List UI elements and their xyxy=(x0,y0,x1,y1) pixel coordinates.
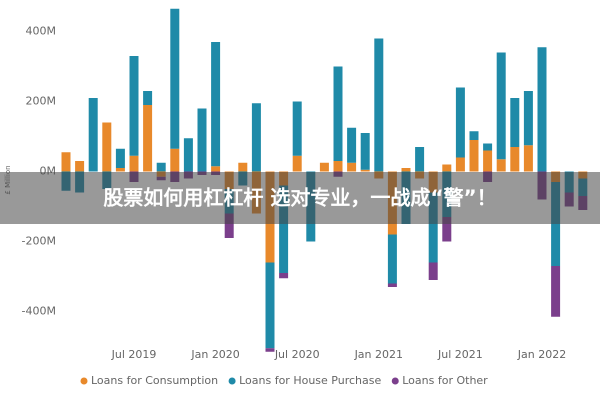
bar-segment xyxy=(483,150,493,172)
bar-segment xyxy=(279,273,289,279)
bar-segment xyxy=(347,162,357,172)
bar-segment xyxy=(496,159,506,172)
bar-segment xyxy=(401,168,411,172)
bar-segment xyxy=(183,138,193,172)
bar-segment xyxy=(143,91,153,105)
bar-segment xyxy=(387,234,397,284)
x-tick-label: Jan 2021 xyxy=(354,348,403,361)
legend-marker xyxy=(391,377,399,385)
bar-segment xyxy=(211,42,221,167)
bar-segment xyxy=(102,122,112,172)
bar-segment xyxy=(455,87,465,158)
bar-segment xyxy=(224,213,234,238)
bar-segment xyxy=(115,148,125,168)
legend-marker xyxy=(80,377,88,385)
bar-segment xyxy=(551,266,561,317)
bar-segment xyxy=(292,155,302,172)
legend-marker xyxy=(228,377,236,385)
legend-label: Loans for Consumption xyxy=(91,374,218,387)
bar-segment xyxy=(360,169,370,172)
bar-segment xyxy=(156,162,166,172)
bar-segment xyxy=(333,66,343,161)
bar-segment xyxy=(265,262,275,349)
bar-segment xyxy=(292,101,302,156)
bar-segment xyxy=(197,108,207,172)
bar-segment xyxy=(211,166,221,172)
bar-segment xyxy=(170,8,180,149)
bar-segment xyxy=(75,161,85,172)
bar-segment xyxy=(347,127,357,163)
bar-segment xyxy=(360,133,370,170)
bar-segment xyxy=(88,98,98,172)
bar-segment xyxy=(129,155,139,172)
bar-segment xyxy=(496,52,506,160)
bar-segment xyxy=(537,47,547,172)
bar-segment xyxy=(510,98,520,147)
bar-segment xyxy=(170,148,180,172)
bar-segment xyxy=(455,157,465,172)
bar-segment xyxy=(415,147,425,172)
bar-segment xyxy=(442,217,452,242)
bar-segment xyxy=(510,147,520,172)
x-tick-label: Jul 2019 xyxy=(111,348,157,361)
banner-text: 股票如何用杠杠杆 选对专业，一战成“警”！ xyxy=(103,186,496,210)
bar-segment xyxy=(238,162,248,172)
bar-segment xyxy=(251,103,261,172)
bar-segment xyxy=(129,56,139,156)
bar-segment xyxy=(143,105,153,172)
bar-segment xyxy=(469,140,479,172)
bar-segment xyxy=(523,91,533,146)
bar-segment xyxy=(61,152,71,172)
bar-segment xyxy=(523,145,533,172)
bar-segment xyxy=(428,192,438,263)
banner-background xyxy=(0,172,600,224)
x-tick-label: Jul 2020 xyxy=(274,348,320,361)
y-tick-label: -400M xyxy=(22,305,56,318)
bar-segment xyxy=(374,38,384,172)
legend-label: Loans for Other xyxy=(402,374,488,387)
y-tick-label: -200M xyxy=(22,235,56,248)
bar-segment xyxy=(483,143,493,151)
y-tick-label: 200M xyxy=(26,95,57,108)
bar-segment xyxy=(319,162,329,172)
y-tick-label: 400M xyxy=(26,25,57,38)
bar-segment xyxy=(442,164,452,172)
x-tick-label: Jul 2021 xyxy=(437,348,483,361)
bar-segment xyxy=(279,185,289,273)
x-tick-label: Jan 2022 xyxy=(517,348,566,361)
x-tick-label: Jan 2020 xyxy=(190,348,239,361)
legend-label: Loans for House Purchase xyxy=(239,374,381,387)
bar-segment xyxy=(333,161,343,172)
bar-segment xyxy=(469,131,479,140)
bar-segment xyxy=(265,348,275,352)
bar-segment xyxy=(115,168,125,172)
bar-segment xyxy=(428,262,438,280)
bar-segment xyxy=(387,283,397,287)
